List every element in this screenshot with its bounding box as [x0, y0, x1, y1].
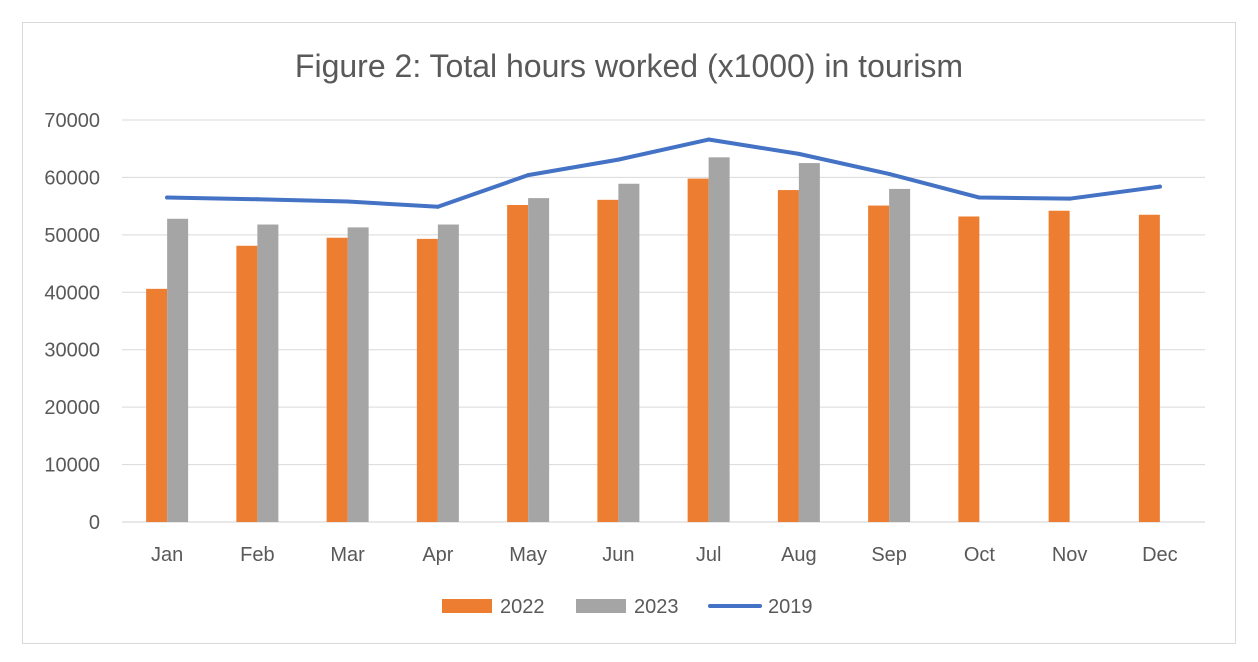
legend-label-2019: 2019 [768, 596, 813, 618]
x-tick-label: Feb [240, 544, 274, 566]
bar-2023-mar [347, 227, 369, 523]
x-tick-label: Jan [151, 544, 183, 566]
point-2019-jun [616, 157, 621, 162]
point-2019-feb [255, 197, 260, 202]
legend-swatch-2023 [576, 599, 626, 613]
bar-2022-jan [146, 288, 168, 522]
bar-2023-jul [708, 157, 730, 523]
x-tick-label: Sep [871, 544, 907, 566]
bar-2023-jun [618, 183, 640, 522]
bar-2022-feb [236, 245, 258, 523]
x-tick-label: Nov [1052, 544, 1088, 566]
legend-label-2023: 2023 [634, 596, 679, 618]
y-tick-label: 40000 [44, 282, 100, 304]
point-2019-jul [706, 137, 711, 142]
line-series [165, 137, 1162, 209]
x-axis-ticks: Jan Feb Mar Apr May Jun Jul Aug Sep Oct Nov Dec [151, 544, 1178, 566]
point-2019-may [526, 173, 531, 178]
bar-2023-sep [889, 188, 911, 522]
bar-2023-feb [257, 224, 279, 522]
legend-swatch-2022 [442, 599, 492, 613]
x-tick-label: Oct [964, 544, 996, 566]
y-tick-label: 60000 [44, 167, 100, 189]
x-tick-label: Jul [696, 544, 722, 566]
bar-2022-oct [958, 216, 980, 523]
y-tick-label: 10000 [44, 455, 100, 477]
point-2019-dec [1157, 184, 1162, 189]
y-axis-ticks: 0 10000 20000 30000 40000 50000 60000 70000 [44, 110, 100, 534]
point-2019-aug [796, 151, 801, 156]
y-tick-label: 20000 [44, 397, 100, 419]
y-tick-label: 0 [89, 512, 100, 534]
point-2019-sep [887, 171, 892, 176]
x-tick-label: Jun [602, 544, 634, 566]
point-2019-mar [345, 199, 350, 204]
bar-2023-apr [437, 224, 459, 522]
legend: 2022 2023 2019 [442, 596, 813, 618]
line-2019 [165, 137, 1162, 209]
y-tick-label: 30000 [44, 340, 100, 362]
bar-2023-may [528, 198, 550, 523]
bar-2023-jan [167, 218, 189, 522]
y-tick-label: 50000 [44, 225, 100, 247]
legend-label-2022: 2022 [500, 596, 545, 618]
bar-2022-nov [1048, 210, 1070, 523]
bar-2022-dec [1138, 214, 1160, 522]
point-2019-oct [977, 195, 982, 200]
x-tick-label: Aug [781, 544, 817, 566]
x-tick-label: Dec [1142, 544, 1178, 566]
bar-2022-may [507, 204, 529, 522]
bar-2022-jun [597, 199, 619, 522]
gridlines [122, 119, 1205, 523]
point-2019-jan [165, 195, 170, 200]
point-2019-apr [435, 204, 440, 209]
bars [146, 157, 1160, 523]
bar-2022-apr [416, 238, 438, 522]
bar-2023-aug [798, 163, 820, 523]
chart-title: Figure 2: Total hours worked (x1000) in … [295, 48, 963, 84]
x-tick-label: May [509, 544, 547, 566]
point-2019-nov [1067, 196, 1072, 201]
y-tick-label: 70000 [44, 110, 100, 132]
bar-2022-mar [326, 237, 348, 522]
bar-2022-sep [868, 205, 890, 522]
bar-2022-aug [777, 190, 799, 522]
x-tick-label: Apr [422, 544, 453, 566]
x-tick-label: Mar [330, 544, 365, 566]
bar-2022-jul [687, 178, 709, 522]
